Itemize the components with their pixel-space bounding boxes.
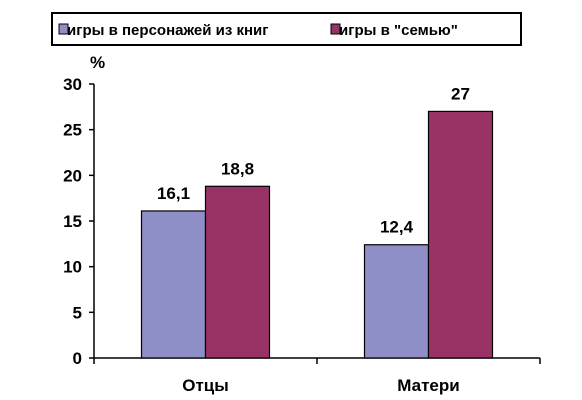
bar-series-2-cat-1 xyxy=(204,185,271,359)
x-category-label: Матери xyxy=(397,376,459,395)
legend: игры в персонажей из книг игры в "семью" xyxy=(51,12,522,46)
bar-value-label: 27 xyxy=(451,84,470,103)
legend-frame xyxy=(51,12,522,46)
y-tick-label: 20 xyxy=(63,166,82,185)
y-tick-label: 30 xyxy=(63,75,82,94)
bar-value-label: 16,1 xyxy=(157,184,190,203)
y-tick-label: 10 xyxy=(63,258,82,277)
y-tick-label: 15 xyxy=(63,212,82,231)
legend-swatch-series-1 xyxy=(58,23,69,35)
bar-value-label: 12,4 xyxy=(380,218,414,237)
y-tick-label: 0 xyxy=(73,349,82,368)
legend-label-series-1: игры в персонажей из книг xyxy=(67,22,269,39)
y-tick-label: 5 xyxy=(73,303,82,322)
bar-series-2-cat-2 xyxy=(427,110,494,359)
x-category-label: Отцы xyxy=(182,376,229,395)
bar-series-1-cat-1 xyxy=(140,210,207,359)
bar-series-1-cat-2 xyxy=(363,244,430,359)
legend-swatch-series-2 xyxy=(330,23,341,35)
legend-label-series-2: игры в "семью" xyxy=(339,22,458,39)
y-tick-label: 25 xyxy=(63,121,82,140)
y-axis-unit-label: % xyxy=(90,53,105,72)
bar-value-label: 18,8 xyxy=(221,159,254,178)
